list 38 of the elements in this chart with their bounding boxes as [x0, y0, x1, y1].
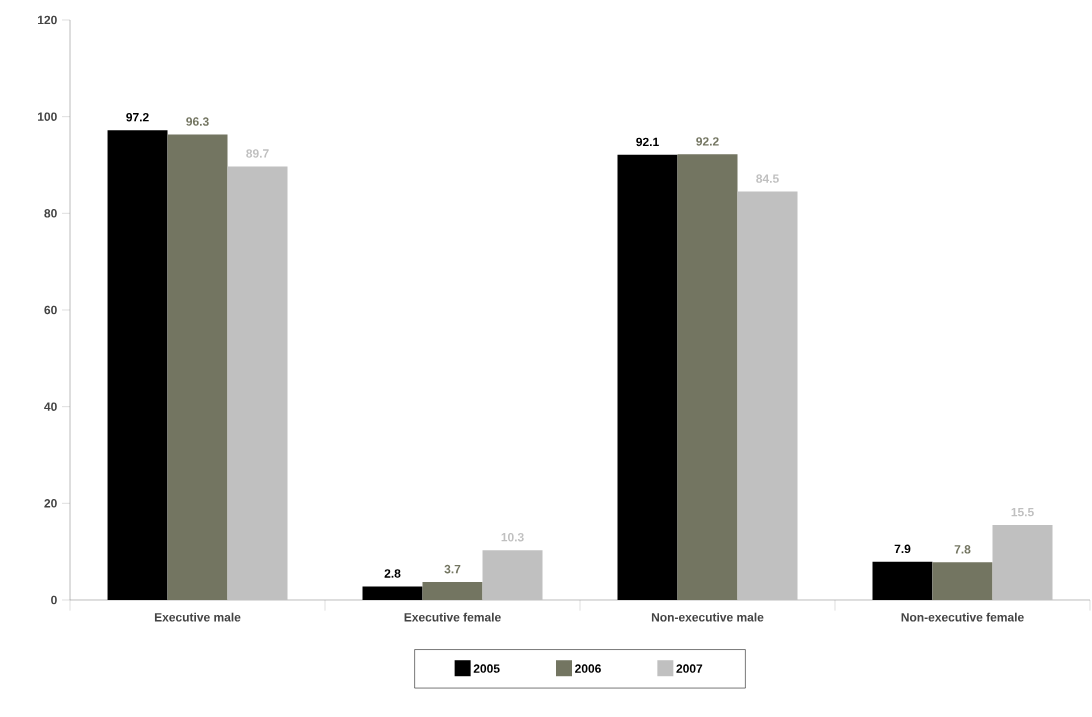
bar [677, 154, 738, 600]
y-tick-label: 100 [38, 112, 57, 121]
x-tick-label: Executive female [404, 612, 501, 622]
data-label: 89.7 [246, 149, 269, 158]
data-label: 84.5 [756, 174, 779, 183]
y-tick-label: 120 [38, 15, 57, 25]
legend-label: 2005 [473, 664, 500, 673]
y-tick-label: 40 [44, 402, 57, 411]
legend-label: 2007 [676, 664, 703, 673]
data-label: 92.2 [696, 137, 719, 146]
bar [737, 191, 798, 600]
bar [107, 130, 168, 600]
data-label: 97.2 [126, 112, 149, 122]
bar [227, 166, 288, 600]
data-label: 96.3 [186, 117, 209, 126]
data-label: 10.3 [501, 532, 524, 542]
legend-label: 2006 [575, 664, 601, 673]
data-label: 3.7 [444, 564, 461, 574]
data-label: 7.8 [954, 545, 971, 554]
bar [932, 562, 993, 600]
data-label: 7.9 [894, 544, 911, 554]
bar [422, 582, 483, 600]
data-label: 2.8 [384, 569, 401, 578]
bar [167, 134, 228, 600]
x-tick-label: Non-executive female [901, 612, 1024, 622]
y-tick-label: 20 [44, 499, 57, 508]
bar [992, 525, 1053, 600]
bar [617, 154, 678, 600]
x-tick-label: Executive male [154, 612, 241, 622]
y-tick-label: 80 [44, 209, 57, 218]
data-label: 92.1 [636, 137, 659, 147]
bar [872, 561, 933, 600]
x-tick-label: Non-executive male [651, 612, 764, 622]
bar [482, 550, 543, 600]
y-tick-label: 0 [51, 595, 57, 605]
y-tick-label: 60 [44, 305, 57, 315]
data-label: 15.5 [1011, 507, 1034, 517]
bar [362, 586, 423, 600]
